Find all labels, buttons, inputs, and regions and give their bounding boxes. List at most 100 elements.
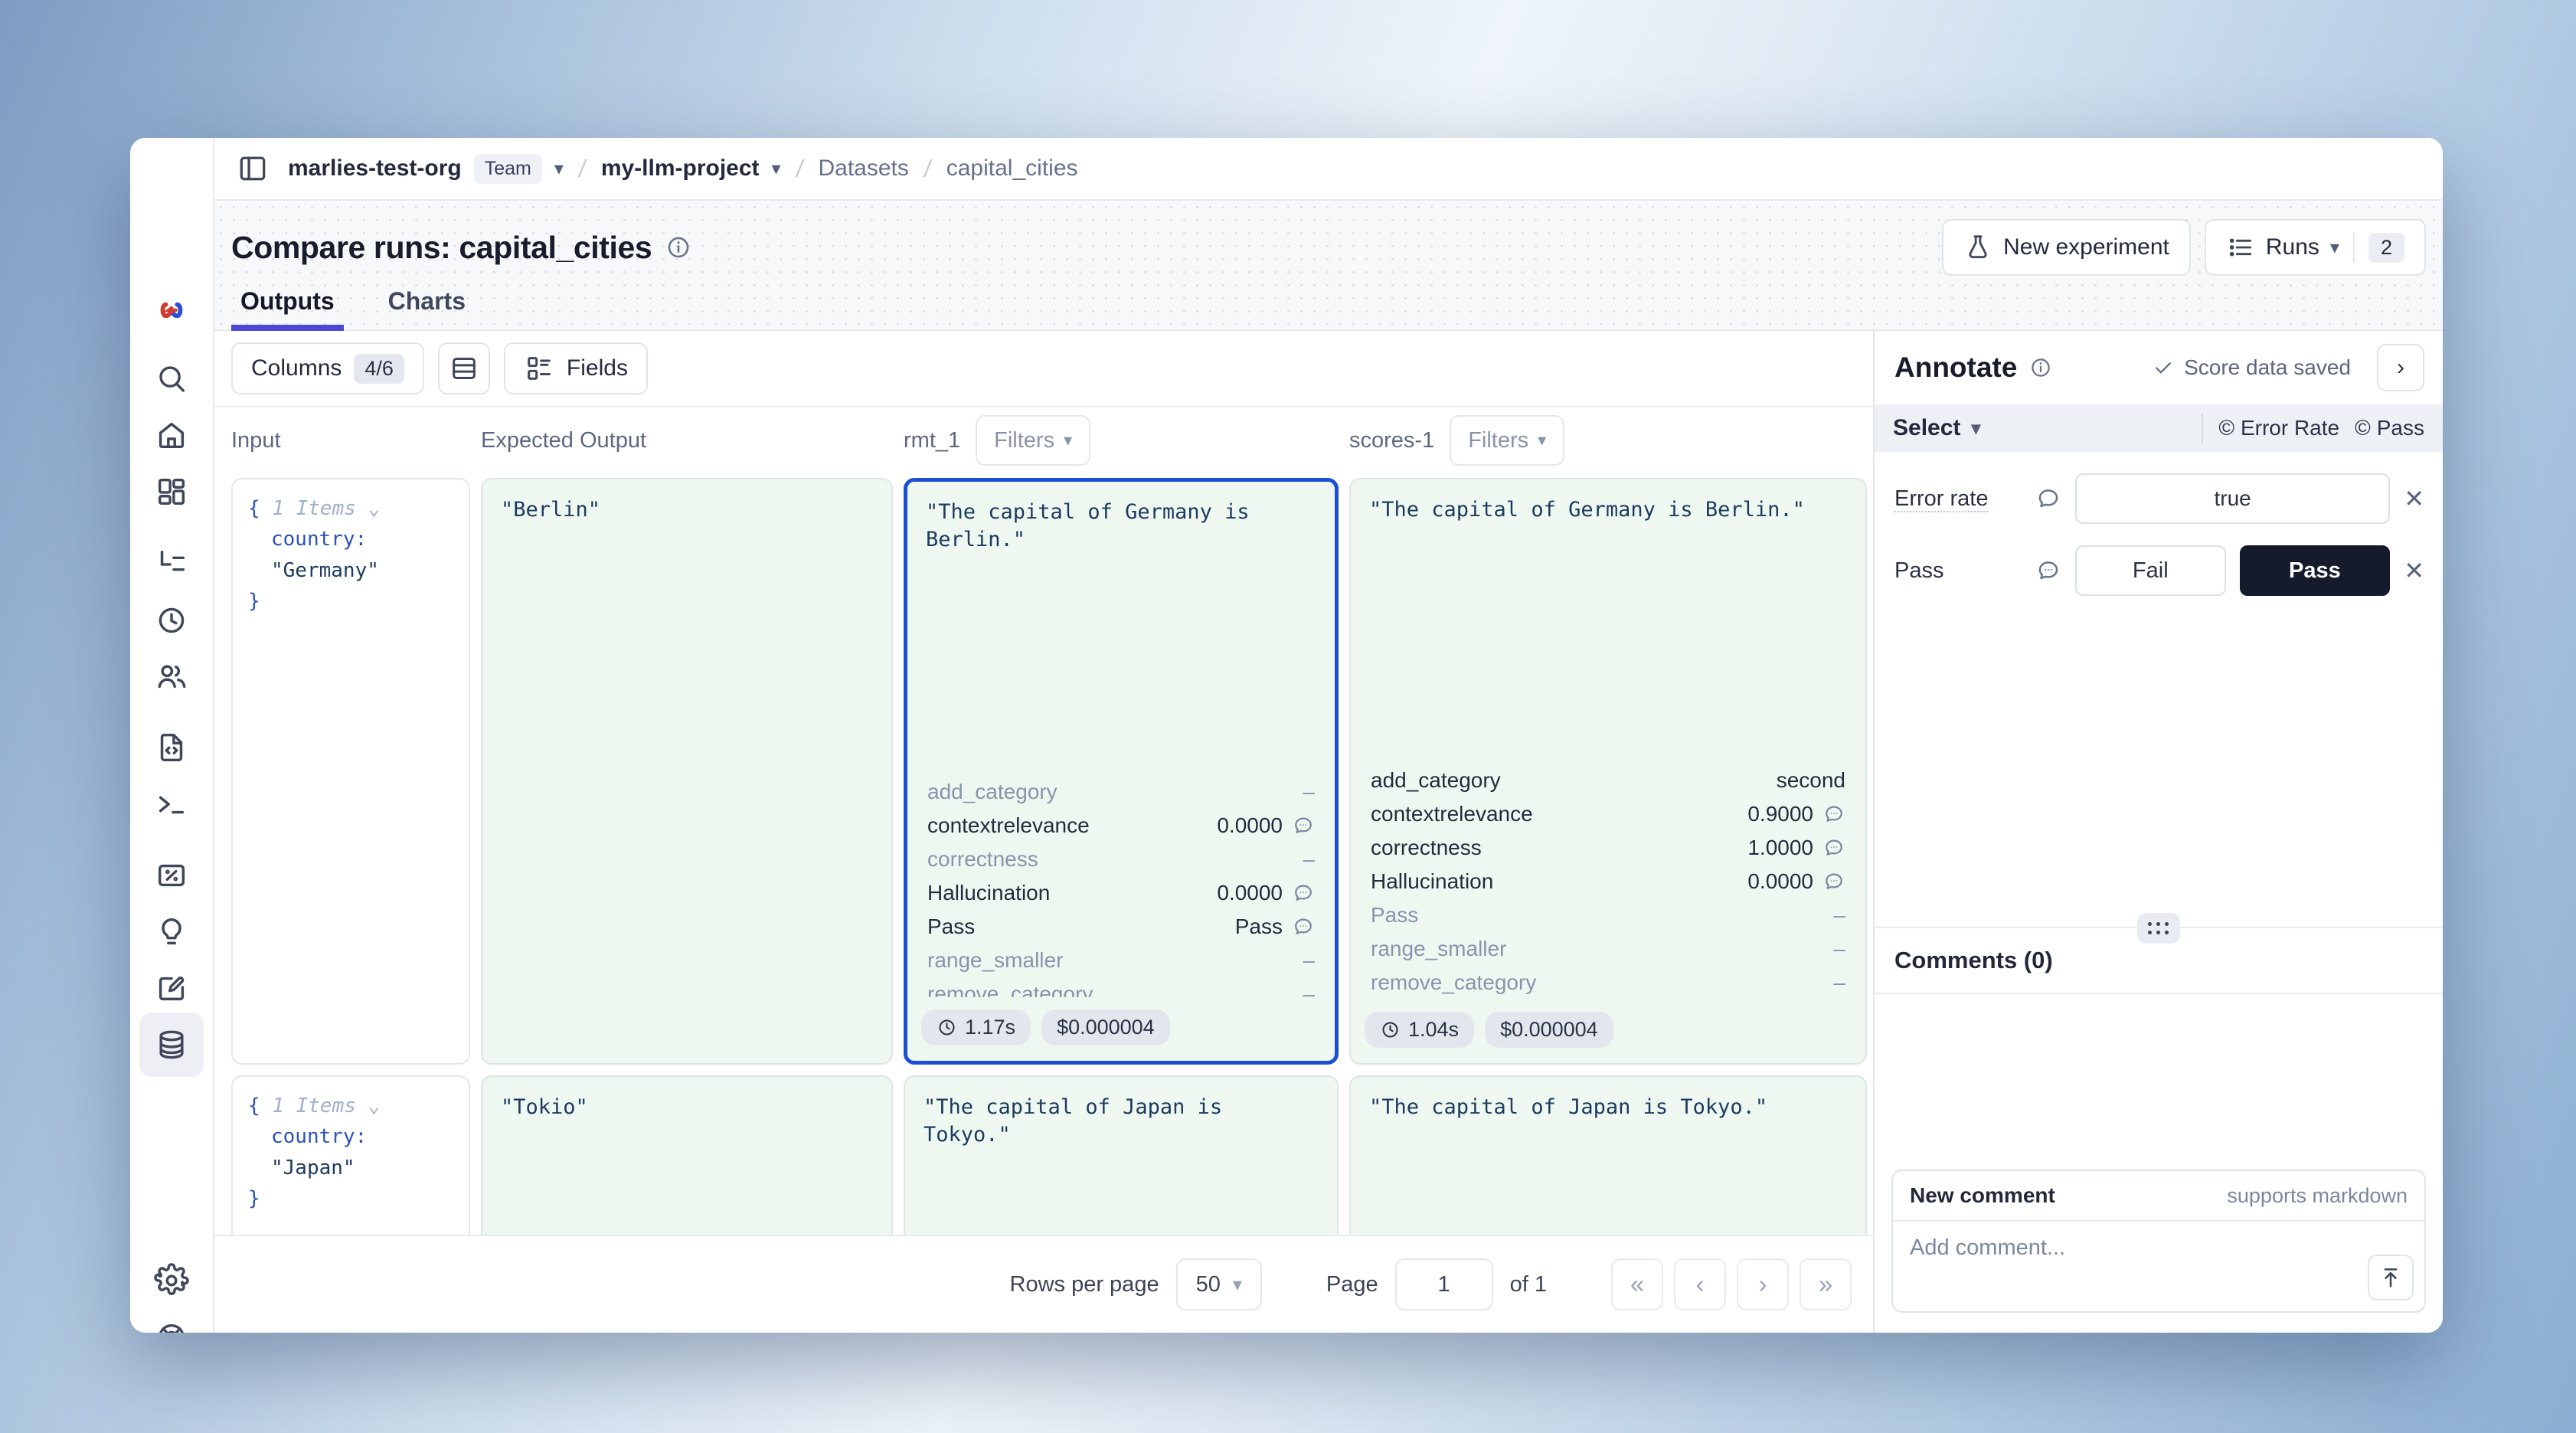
terminal-icon <box>159 796 185 814</box>
sidebar-item-console[interactable] <box>139 772 204 836</box>
run2-stats: 1.04s $0.000004 <box>1351 1000 1865 1063</box>
sidebar-item-boards[interactable] <box>139 460 204 524</box>
comment-input[interactable] <box>1893 1222 2424 1307</box>
knot-logo-icon <box>160 302 183 319</box>
json-items-label[interactable]: 1 Items <box>272 497 356 520</box>
columns-button[interactable]: Columns 4/6 <box>231 342 424 394</box>
input-cell[interactable]: { 1 Items ⌄ country: "Germany" } <box>231 478 470 1065</box>
sidebar-item-settings[interactable] <box>139 1248 204 1313</box>
table-toolbar: Columns 4/6 Fields <box>214 331 1873 407</box>
json-items-label[interactable]: 1 Items <box>272 1094 356 1117</box>
json-value: "Germany" <box>271 558 379 582</box>
comment-bubble-icon[interactable] <box>1822 836 1845 859</box>
expected-output-cell[interactable]: "Berlin" <box>481 478 893 1065</box>
clear-error-rate-button[interactable]: ✕ <box>2404 485 2424 512</box>
latency-badge: 1.04s <box>1365 1012 1475 1048</box>
panel-resize-handle[interactable] <box>2137 913 2180 944</box>
comment-bubble-icon[interactable] <box>1292 814 1315 837</box>
next-page-button[interactable]: › <box>1737 1258 1789 1310</box>
fields-button[interactable]: Fields <box>503 342 648 394</box>
metric-name: correctness <box>1371 836 1482 859</box>
fields-icon <box>528 357 551 380</box>
field-label: Pass <box>1894 558 1944 583</box>
tab-outputs[interactable]: Outputs <box>231 287 344 331</box>
sidebar-item-support[interactable] <box>139 1305 204 1333</box>
sidebar-toggle-button[interactable] <box>236 152 270 185</box>
comment-bubble-icon[interactable] <box>2035 558 2061 584</box>
run1-output-cell[interactable]: "The capital of Japan is Tokyo." <box>904 1075 1339 1235</box>
annotate-panel: Annotate Score data saved › Select ▾ <box>1873 331 2443 1333</box>
run1-output-cell-selected[interactable]: "The capital of Germany is Berlin." add_… <box>904 478 1339 1065</box>
app-window: marlies-test-org Team ▾ / my-llm-project… <box>130 138 2443 1333</box>
page-number-input[interactable] <box>1394 1258 1493 1310</box>
sidebar-item-home[interactable] <box>139 403 204 467</box>
runs-button[interactable]: Runs ▾ 2 <box>2204 219 2426 276</box>
run2-metrics: add_category second contextrelevance 0.900… <box>1351 764 1865 1000</box>
eval-percent-icon <box>158 864 185 887</box>
info-icon[interactable] <box>2029 356 2052 379</box>
run1-filters-button[interactable]: Filters ▾ <box>976 415 1091 466</box>
comment-bubble-icon[interactable] <box>1292 915 1315 938</box>
chevron-down-icon: ▾ <box>2329 237 2339 258</box>
run2-output-cell[interactable]: "The capital of Japan is Tokyo." <box>1349 1075 1867 1235</box>
chevron-down-icon[interactable]: ▾ <box>771 158 781 179</box>
scorer-icon: © <box>2218 416 2234 440</box>
sidebar-item-prompts[interactable] <box>139 900 204 964</box>
scorer-error-rate[interactable]: © Error Rate <box>2218 416 2340 440</box>
divider <box>2202 414 2204 443</box>
breadcrumb-datasets[interactable]: Datasets <box>818 155 909 181</box>
chevron-down-icon[interactable]: ▾ <box>554 158 564 179</box>
metric-name: remove_category <box>927 982 1093 997</box>
breadcrumb-project[interactable]: my-llm-project <box>600 155 760 181</box>
run2-filters-button[interactable]: Filters ▾ <box>1450 415 1565 466</box>
org-logo[interactable] <box>139 287 204 333</box>
gear-icon <box>154 1263 189 1295</box>
sidebar-item-traces[interactable] <box>139 532 204 596</box>
comments-heading: Comments (0) <box>1875 928 2443 994</box>
run2-output-text: "The capital of Germany is Berlin." <box>1369 498 1805 522</box>
breadcrumb-separator: / <box>794 154 806 182</box>
scorer-select[interactable]: Select ▾ <box>1893 415 1981 440</box>
table-header-row: Input Expected Output rmt_1 Filters ▾ sc… <box>214 407 1873 473</box>
home-icon <box>159 422 185 449</box>
row-height-icon <box>453 358 476 379</box>
collapse-panel-button[interactable]: › <box>2377 344 2424 391</box>
last-page-button[interactable]: » <box>1800 1258 1852 1310</box>
sidebar-item-search[interactable] <box>139 347 204 411</box>
page-label: Page <box>1326 1271 1378 1297</box>
panel-toggle-icon <box>240 156 266 181</box>
new-experiment-button[interactable]: New experiment <box>1942 219 2191 276</box>
scorer-pass[interactable]: © Pass <box>2355 416 2424 440</box>
sidebar-item-playground[interactable] <box>139 956 204 1020</box>
first-page-button[interactable]: « <box>1611 1258 1663 1310</box>
rows-per-page-select[interactable]: 50 ▾ <box>1175 1258 1262 1310</box>
sidebar-item-registry[interactable] <box>139 715 204 780</box>
prev-page-button[interactable]: ‹ <box>1674 1258 1726 1310</box>
comment-bubble-icon[interactable] <box>1292 882 1315 905</box>
run1-output-text: "The capital of Germany is Berlin." <box>926 500 1250 552</box>
input-cell[interactable]: { 1 Items ⌄ country: "Japan" } <box>231 1075 470 1235</box>
comment-bubble-icon[interactable] <box>2035 486 2061 512</box>
info-icon[interactable] <box>665 234 691 260</box>
sidebar-item-teams[interactable] <box>139 644 204 708</box>
run2-output-cell[interactable]: "The capital of Germany is Berlin." add_… <box>1349 478 1867 1065</box>
run1-metrics: add_category – contextrelevance 0.0000 cor… <box>907 775 1335 997</box>
breadcrumb-org[interactable]: marlies-test-org <box>288 155 462 181</box>
sidebar-item-datasets[interactable] <box>139 1013 204 1077</box>
error-rate-input[interactable] <box>2075 473 2391 524</box>
life-ring-icon <box>159 1323 184 1333</box>
save-status: Score data saved <box>2152 355 2351 380</box>
pass-option-button[interactable]: Pass <box>2239 545 2391 596</box>
expected-output-cell[interactable]: "Tokio" <box>481 1075 893 1235</box>
fail-option-button[interactable]: Fail <box>2075 545 2226 596</box>
tab-charts[interactable]: Charts <box>387 287 466 315</box>
sidebar-item-evaluations[interactable] <box>139 843 204 908</box>
row-height-button[interactable] <box>437 342 490 394</box>
sidebar-item-history[interactable] <box>139 588 204 653</box>
submit-comment-button[interactable] <box>2368 1255 2414 1300</box>
comment-bubble-icon[interactable] <box>1822 803 1845 826</box>
users-icon <box>158 665 186 689</box>
run1-output-text: "The capital of Japan is Tokyo." <box>924 1095 1223 1147</box>
comment-bubble-icon[interactable] <box>1822 870 1845 893</box>
clear-pass-button[interactable]: ✕ <box>2404 557 2424 584</box>
